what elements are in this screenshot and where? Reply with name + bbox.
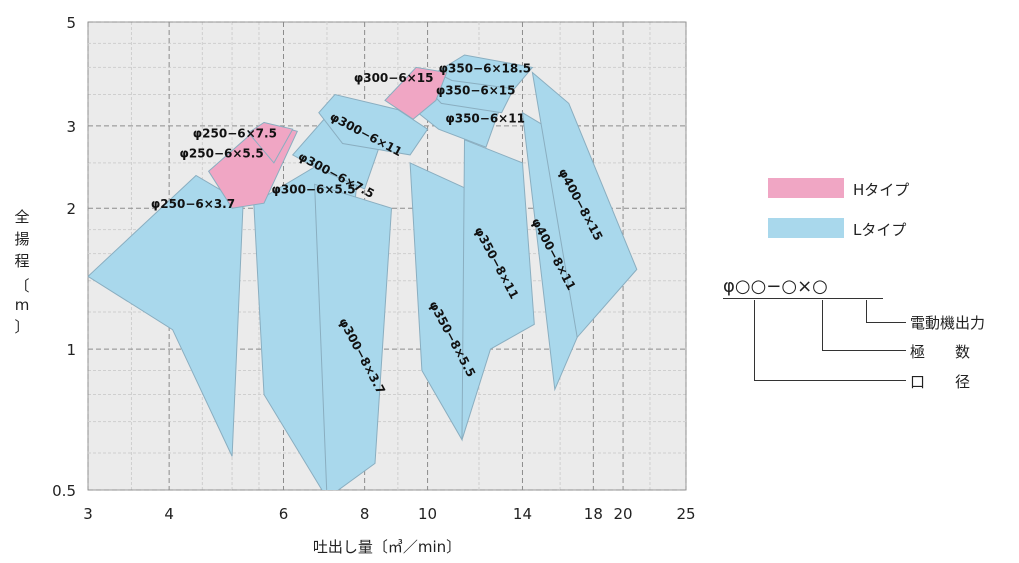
region-l-type bbox=[531, 71, 638, 339]
region-label: φ300−6×15 bbox=[354, 71, 434, 85]
key-bore: 口 径 bbox=[910, 373, 971, 391]
x-tick-label: 6 bbox=[279, 505, 289, 523]
key-line-motor-v bbox=[866, 300, 867, 322]
y-axis-title: 全揚程〔m 〕 bbox=[14, 208, 29, 336]
key-line-motor-h bbox=[866, 322, 906, 323]
x-tick-label: 10 bbox=[418, 505, 437, 523]
region-label: φ350−6×18.5 bbox=[439, 61, 532, 75]
y-axis-title-char: 〔 bbox=[14, 277, 29, 295]
region-l-type bbox=[434, 54, 534, 90]
key-poles: 極 数 bbox=[910, 343, 971, 361]
region-label: φ250−6×5.5 bbox=[180, 146, 264, 160]
y-tick-label: 0.5 bbox=[52, 482, 76, 500]
y-tick-label: 2 bbox=[66, 200, 76, 218]
legend-swatch-l bbox=[768, 218, 844, 238]
x-tick-label: 20 bbox=[614, 505, 633, 523]
region-label: φ350−6×15 bbox=[436, 83, 516, 97]
regions bbox=[88, 54, 638, 490]
key-line-poles-h bbox=[822, 350, 906, 351]
region-label: φ250−6×7.5 bbox=[193, 127, 277, 141]
model-code-underline bbox=[723, 298, 883, 299]
region-label: φ250−6×3.7 bbox=[151, 197, 235, 211]
region-l-type bbox=[461, 139, 535, 440]
x-tick-label: 8 bbox=[360, 505, 370, 523]
y-axis-title-char: 全 bbox=[14, 208, 29, 226]
key-motor-output: 電動機出力 bbox=[910, 314, 986, 332]
y-tick-label: 5 bbox=[66, 14, 76, 32]
region-h-type bbox=[247, 121, 294, 164]
y-axis-title-char: 〕 bbox=[14, 318, 29, 336]
y-axis-title-char: 揚 bbox=[14, 230, 29, 248]
key-line-bore-v bbox=[754, 300, 755, 380]
legend-label-h: Hタイプ bbox=[853, 181, 910, 199]
region-l-type bbox=[318, 93, 429, 156]
y-tick-label: 1 bbox=[66, 341, 76, 359]
x-tick-label: 4 bbox=[164, 505, 174, 523]
x-tick-label: 18 bbox=[584, 505, 603, 523]
region-l-type bbox=[314, 183, 393, 490]
y-axis-title-char: 程 bbox=[14, 252, 29, 270]
region-label: φ300−6×5.5 bbox=[271, 183, 355, 197]
key-line-poles-v bbox=[822, 300, 823, 350]
region-l-type bbox=[88, 174, 244, 457]
region-label: φ350−6×11 bbox=[445, 111, 525, 125]
y-axis-title-char: m bbox=[15, 296, 30, 314]
x-tick-label: 25 bbox=[676, 505, 695, 523]
legend-label-l: Lタイプ bbox=[853, 221, 907, 239]
y-tick-labels: 0.5 1 2 3 5 bbox=[52, 14, 76, 500]
legend-swatch-h bbox=[768, 178, 844, 198]
x-axis-title: 吐出し量〔㎥／min〕 bbox=[313, 538, 461, 556]
x-tick-labels: 3 4 6 8 10 14 18 20 25 bbox=[83, 505, 695, 523]
model-code: φ○○−○×○ bbox=[723, 276, 828, 297]
x-tick-label: 3 bbox=[83, 505, 93, 523]
x-tick-label: 14 bbox=[513, 505, 532, 523]
region-h-type bbox=[384, 66, 448, 120]
key-line-bore-h bbox=[754, 380, 906, 381]
y-tick-label: 3 bbox=[66, 118, 76, 136]
